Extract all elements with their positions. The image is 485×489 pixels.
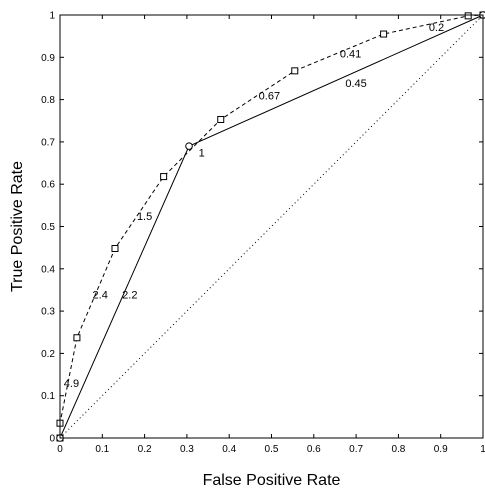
slope-annotation: 0.67 (259, 91, 280, 103)
x-tick-label: 0.2 (138, 444, 152, 455)
slope-annotation: 0.45 (345, 78, 366, 90)
slope-annotation: 0.2 (429, 22, 444, 34)
y-tick-label: 0.2 (41, 349, 55, 360)
slope-annotation: 4.9 (64, 378, 79, 390)
markers-layer (56, 11, 485, 442)
square-point-marker (73, 334, 81, 342)
slope-annotation: 2.4 (93, 289, 108, 301)
square-point-marker (111, 244, 119, 252)
square-point-marker (291, 67, 299, 75)
slope-annotation: 1.5 (137, 211, 152, 223)
annotations-layer: 4.9 2.4 2.2 1.5 1 0.67 0.45 0.41 0.2 (64, 22, 444, 390)
square-point-marker (380, 30, 388, 38)
y-tick-label: 0.8 (41, 95, 55, 106)
y-tick-label: 0.3 (41, 307, 55, 318)
x-tick-label: 0.3 (180, 444, 194, 455)
x-tick-label: 0 (57, 444, 63, 455)
y-tick-label: 0.4 (41, 264, 55, 275)
y-tick-label: 1 (49, 11, 55, 22)
y-tick-label: 0.9 (41, 53, 55, 64)
y-tick-label: 0.1 (41, 391, 55, 402)
x-axis-ticks: 0 0.1 0.2 0.3 0.4 0.5 0.6 0.7 0.8 0.9 1 (57, 15, 485, 455)
x-axis-label: False Positive Rate (203, 472, 341, 489)
y-tick-label: 0.7 (41, 137, 55, 148)
x-tick-label: 0.7 (349, 444, 363, 455)
curves-layer (59, 14, 484, 439)
x-tick-label: 0.4 (222, 444, 236, 455)
y-tick-label: 0 (49, 434, 55, 445)
x-tick-label: 0.9 (434, 444, 448, 455)
square-point-marker (464, 12, 472, 20)
y-axis-ticks: 0 0.1 0.2 0.3 0.4 0.5 0.6 0.7 0.8 0.9 1 (41, 11, 483, 445)
dotted-series-line (59, 14, 484, 439)
slope-annotation: 0.41 (340, 48, 361, 60)
square-point-marker (217, 115, 225, 123)
dashed-series-line (59, 14, 484, 438)
y-tick-label: 0.6 (41, 180, 55, 191)
y-axis-label: True Positive Rate (9, 161, 26, 292)
x-tick-label: 0.8 (391, 444, 405, 455)
x-tick-label: 0.5 (265, 444, 279, 455)
square-point-marker (160, 173, 168, 181)
slope-annotation: 2.2 (122, 289, 137, 301)
circle-point-marker (185, 142, 193, 150)
x-tick-label: 0.1 (95, 444, 109, 455)
slope-annotation: 1 (199, 148, 205, 160)
x-tick-label: 1 (480, 444, 485, 455)
y-tick-label: 0.5 (41, 222, 55, 233)
x-tick-label: 0.6 (307, 444, 321, 455)
